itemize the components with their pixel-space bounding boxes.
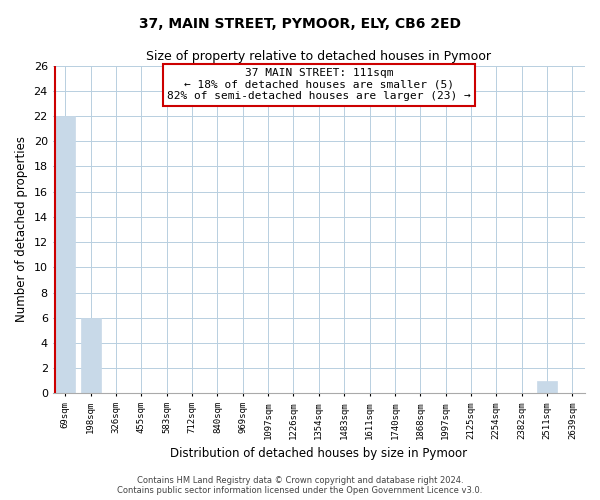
Bar	[537, 381, 557, 394]
Text: 37, MAIN STREET, PYMOOR, ELY, CB6 2ED: 37, MAIN STREET, PYMOOR, ELY, CB6 2ED	[139, 18, 461, 32]
Bar	[55, 116, 76, 394]
Text: Contains HM Land Registry data © Crown copyright and database right 2024.
Contai: Contains HM Land Registry data © Crown c…	[118, 476, 482, 495]
Text: 37 MAIN STREET: 111sqm
← 18% of detached houses are smaller (5)
82% of semi-deta: 37 MAIN STREET: 111sqm ← 18% of detached…	[167, 68, 471, 102]
Bar	[80, 318, 101, 394]
X-axis label: Distribution of detached houses by size in Pymoor: Distribution of detached houses by size …	[170, 447, 467, 460]
Title: Size of property relative to detached houses in Pymoor: Size of property relative to detached ho…	[146, 50, 491, 63]
Y-axis label: Number of detached properties: Number of detached properties	[15, 136, 28, 322]
